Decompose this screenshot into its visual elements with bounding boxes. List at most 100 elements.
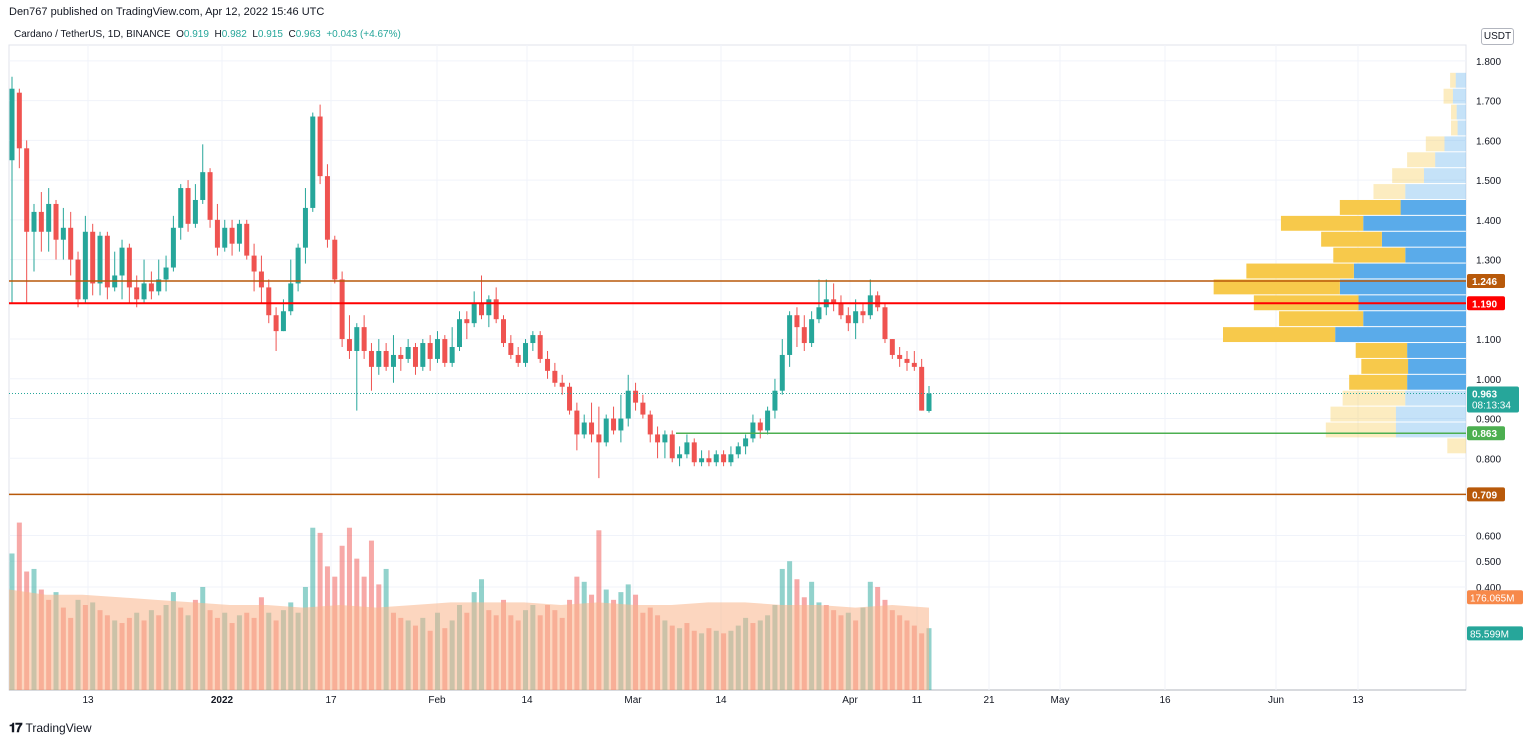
plot-frame — [8, 44, 1467, 691]
candle-body — [603, 418, 609, 443]
volume-profile-down — [1363, 311, 1466, 327]
candle-body — [640, 402, 646, 415]
candle-body — [743, 438, 749, 447]
y-tick-label: 1.000 — [1476, 375, 1501, 386]
x-tick-label: May — [1051, 695, 1070, 706]
candle-body — [266, 287, 272, 316]
y-tick-label: 1.500 — [1476, 176, 1501, 187]
candle-body — [376, 350, 382, 367]
candle-body — [214, 219, 220, 248]
candle-body — [192, 199, 198, 224]
volume-profile-up — [1451, 120, 1458, 136]
x-tick-label: 17 — [325, 695, 337, 706]
y-tick-label: 1.300 — [1476, 256, 1501, 267]
y-tick-label: 1.400 — [1476, 216, 1501, 227]
candle-body — [361, 327, 367, 351]
countdown-label: 08:13:34 — [1472, 401, 1511, 412]
volume-profile-up — [1333, 247, 1406, 263]
volume-profile-down — [1395, 406, 1466, 422]
volume-profile-down — [1456, 104, 1466, 120]
candle-body — [655, 434, 661, 443]
volume-tick-label: 0.500 — [1476, 557, 1501, 568]
tradingview-logo-icon: 𝟏𝟕 — [9, 720, 23, 735]
volume-profile-up — [1321, 231, 1382, 247]
candle-body — [728, 454, 734, 463]
candle-body — [163, 267, 169, 280]
candle-body — [383, 350, 389, 367]
candle-body — [647, 414, 653, 435]
footer-brand: 𝟏𝟕 TradingView — [9, 720, 92, 736]
volume-label: 176.065M — [1470, 593, 1514, 604]
candle-body — [126, 247, 132, 288]
candle-body — [16, 92, 22, 149]
candle-body — [31, 211, 37, 232]
candle-body — [178, 188, 184, 228]
candle-body — [845, 315, 851, 324]
level-label-badge — [1467, 487, 1505, 502]
level-label-badge — [1467, 296, 1505, 311]
candle-body — [405, 347, 411, 359]
volume-profile-down — [1405, 390, 1466, 406]
candle-body — [295, 247, 301, 284]
candle-body — [662, 434, 668, 443]
volume-profile-down — [1381, 231, 1466, 247]
volume-profile-up — [1339, 199, 1401, 215]
candle-body — [317, 116, 323, 177]
x-tick-label: Feb — [428, 695, 446, 706]
candle-body — [244, 223, 250, 256]
candle-body — [625, 390, 631, 419]
candle-body — [104, 235, 110, 288]
candle-body — [581, 422, 587, 435]
currency-unit-button[interactable]: USDT — [1481, 28, 1514, 45]
candle-body — [398, 354, 404, 359]
candle-body — [596, 434, 602, 443]
volume-profile-down — [1353, 263, 1466, 279]
volume-profile-down — [1444, 136, 1466, 152]
level-label-badge — [1467, 274, 1505, 289]
candle-body — [706, 458, 712, 463]
candle-body — [185, 188, 191, 224]
candle-body — [633, 390, 639, 403]
candle-body — [677, 454, 683, 459]
candle-body — [816, 307, 822, 320]
volume-profile-down — [1395, 422, 1466, 438]
candle-body — [90, 231, 96, 284]
candle-body — [801, 327, 807, 344]
volume-profile-down — [1455, 72, 1466, 88]
candle-body — [68, 227, 74, 260]
candle-body — [515, 354, 521, 363]
candle-body — [589, 422, 595, 435]
candle-body — [156, 279, 162, 292]
volume-profile-down — [1408, 358, 1466, 374]
volume-label-badge — [1467, 590, 1523, 605]
candle-body — [567, 386, 573, 411]
candle-body — [713, 454, 719, 463]
candle-body — [867, 295, 873, 316]
candle-body — [251, 255, 257, 272]
x-tick-label: 13 — [82, 695, 94, 706]
candle-body — [229, 227, 235, 244]
volume-profile-up — [1325, 422, 1396, 438]
candle-body — [479, 303, 485, 316]
volume-profile-down — [1452, 88, 1466, 104]
candle-body — [119, 247, 125, 276]
candle-body — [464, 319, 470, 324]
volume-profile-up — [1425, 136, 1445, 152]
x-tick-label: Apr — [842, 695, 858, 706]
candle-body — [346, 339, 352, 351]
candle-body — [24, 148, 30, 232]
volume-profile-up — [1223, 327, 1336, 343]
candle-body — [919, 366, 925, 411]
close-label: C — [288, 29, 296, 40]
y-tick-label: 1.800 — [1476, 57, 1501, 68]
volume-profile-up — [1213, 279, 1340, 295]
x-tick-label: 14 — [715, 695, 727, 706]
candle-body — [669, 434, 675, 459]
candle-body — [765, 410, 771, 431]
low-label: L — [252, 29, 258, 40]
candle-body — [831, 299, 837, 304]
candle-body — [471, 303, 477, 324]
candle-body — [523, 343, 529, 363]
candle-body — [53, 203, 59, 240]
